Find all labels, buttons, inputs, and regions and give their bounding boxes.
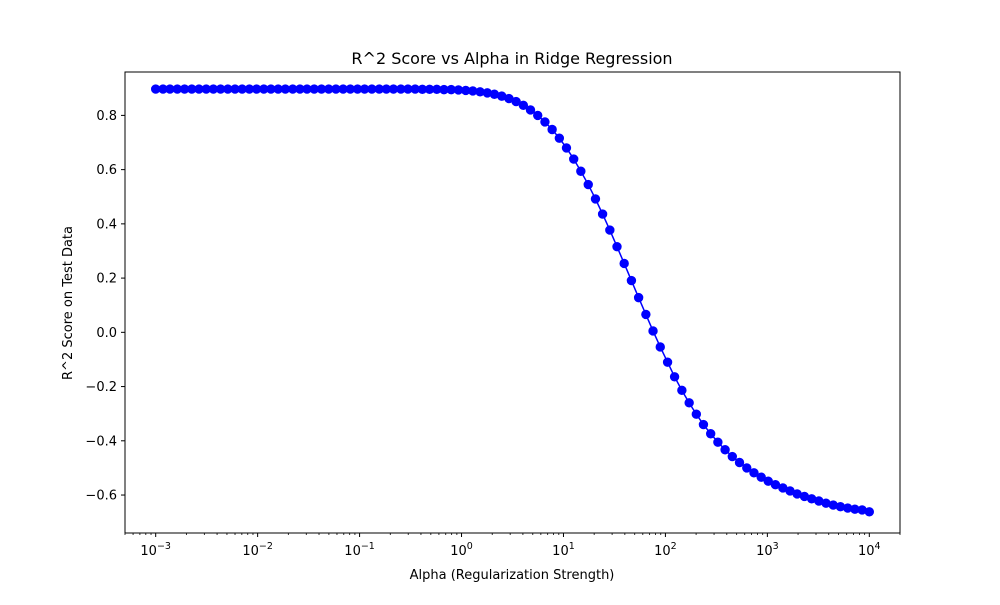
- data-point: [691, 409, 702, 419]
- y-axis: 0.8 0.6 0.4 0.2 0.0 −0.2 −0.4 −0.6: [85, 109, 125, 504]
- data-point: [590, 194, 601, 204]
- x-tick-label: 102: [654, 541, 677, 559]
- series-layer: [150, 84, 875, 517]
- y-tick-label: 0.0: [96, 326, 117, 341]
- data-point: [698, 419, 709, 430]
- y-tick-label: 0.2: [96, 272, 117, 287]
- data-point: [633, 292, 644, 303]
- series-line: [155, 88, 870, 513]
- data-point: [583, 179, 593, 190]
- data-point: [605, 225, 615, 235]
- data-point: [547, 124, 557, 135]
- data-point: [677, 385, 687, 396]
- data-point: [662, 357, 673, 367]
- data-point: [518, 100, 529, 111]
- y-tick-label: 0.4: [96, 217, 117, 232]
- data-point: [669, 372, 680, 382]
- data-point: [756, 472, 766, 482]
- y-tick-label: 0.6: [96, 163, 117, 178]
- data-point: [612, 241, 622, 252]
- data-point: [864, 507, 875, 517]
- data-point: [742, 463, 752, 473]
- x-tick-label: 10−2: [242, 541, 273, 559]
- y-axis-label: R^2 Score on Test Data: [61, 226, 76, 380]
- x-tick-label: 104: [858, 541, 881, 559]
- data-point: [525, 105, 536, 115]
- data-point: [511, 96, 521, 107]
- y-tick-label: −0.4: [85, 434, 117, 449]
- plot-frame: [124, 71, 901, 534]
- data-point: [569, 154, 579, 164]
- x-tick-label: 101: [552, 541, 575, 559]
- data-point: [648, 326, 658, 336]
- data-point: [705, 429, 716, 439]
- data-point: [561, 143, 572, 153]
- data-point: [533, 110, 543, 121]
- data-point: [684, 398, 694, 408]
- y-tick-label: 0.8: [96, 109, 117, 124]
- data-point: [619, 258, 629, 269]
- y-tick-label: −0.6: [85, 489, 117, 504]
- x-axis-label: Alpha (Regularization Strength): [410, 568, 615, 583]
- data-point: [626, 275, 637, 286]
- data-point: [720, 445, 730, 455]
- x-tick-label: 10−3: [140, 541, 171, 559]
- x-axis: 10−3 10−2 10−1 100 101 102 103 104: [124, 533, 901, 559]
- data-point: [641, 309, 651, 320]
- data-point: [540, 117, 550, 127]
- data-point: [713, 437, 723, 447]
- data-point: [727, 451, 738, 462]
- data-point: [749, 468, 759, 478]
- x-tick-label: 100: [450, 541, 473, 559]
- data-point: [576, 166, 586, 176]
- x-tick-label: 103: [756, 541, 779, 559]
- x-tick-label: 10−1: [344, 541, 375, 559]
- data-point: [597, 209, 608, 219]
- chart-title: R^2 Score vs Alpha in Ridge Regression: [351, 49, 672, 68]
- data-point: [554, 133, 565, 143]
- data-point: [655, 342, 665, 352]
- y-tick-label: −0.2: [85, 380, 117, 395]
- data-point: [734, 457, 745, 468]
